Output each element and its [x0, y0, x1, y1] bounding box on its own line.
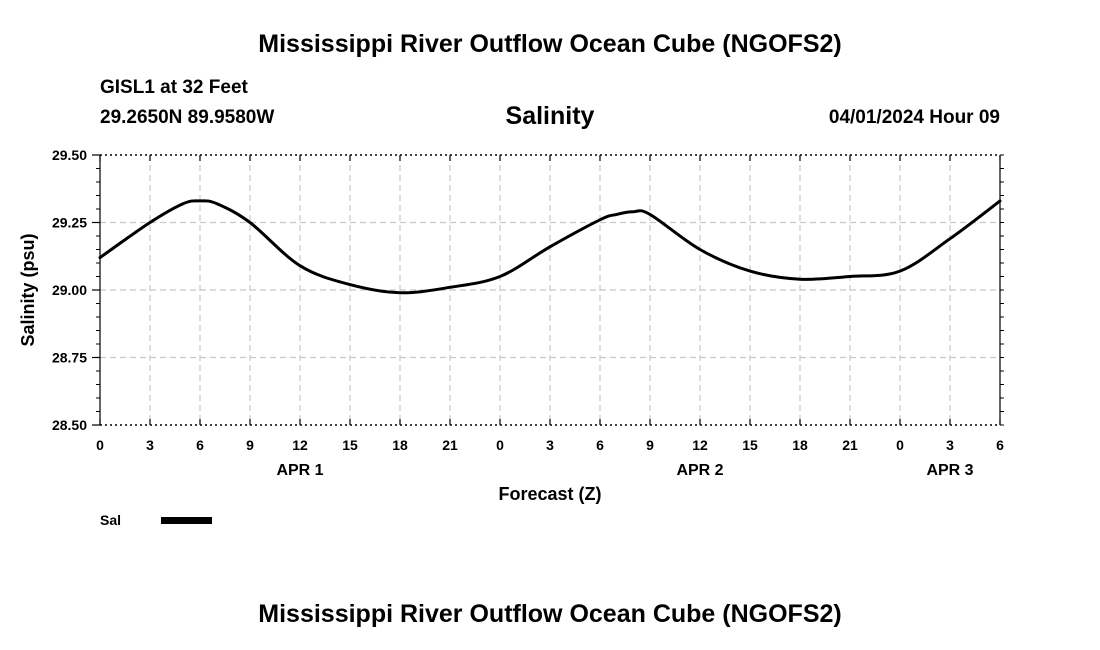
salinity-series-line [98, 199, 1002, 295]
x-tick-label: 21 [842, 437, 858, 453]
x-tick-label: 3 [946, 437, 954, 453]
legend: Sal [100, 512, 212, 528]
y-tick-label: 29.50 [52, 147, 87, 163]
date-label: APR 3 [926, 462, 973, 479]
axis-layer: 0 3 6 9 12 15 18 21 0 3 6 9 12 15 18 21 0 3 6 29.50 29.25 29.… [52, 147, 1004, 479]
x-tick-label: 9 [246, 437, 254, 453]
x-tick-label: 0 [496, 437, 504, 453]
x-tick-label: 18 [792, 437, 808, 453]
x-tick-label: 3 [146, 437, 154, 453]
main-title: Mississippi River Outflow Ocean Cube (NG… [258, 30, 842, 58]
x-tick-label: 6 [996, 437, 1004, 453]
x-tick-label: 15 [742, 437, 758, 453]
x-tick-label: 12 [692, 437, 708, 453]
y-axis-title: Salinity (psu) [18, 233, 38, 346]
x-tick-label: 12 [292, 437, 308, 453]
x-tick-label: 15 [342, 437, 358, 453]
y-tick-label: 28.50 [52, 417, 87, 433]
chart-title: Salinity [506, 102, 595, 130]
x-tick-label: 21 [442, 437, 458, 453]
coordinates-label: 29.2650N 89.9580W [100, 107, 275, 128]
x-tick-label: 0 [896, 437, 904, 453]
x-tick-label: 3 [546, 437, 554, 453]
x-tick-label: 18 [392, 437, 408, 453]
station-label: GISL1 at 32 Feet [100, 77, 248, 98]
datetime-label: 04/01/2024 Hour 09 [828, 107, 1000, 128]
x-tick-label: 6 [596, 437, 604, 453]
y-tick-label: 28.75 [52, 350, 87, 366]
legend-swatch-sal [161, 517, 212, 524]
y-tick-label: 29.00 [52, 282, 87, 298]
date-label: APR 2 [676, 462, 723, 479]
x-axis-title: Forecast (Z) [498, 484, 601, 504]
x-tick-label: 6 [196, 437, 204, 453]
y-tick-label: 29.25 [52, 215, 87, 231]
grid-layer [100, 155, 1000, 425]
x-tick-label: 9 [646, 437, 654, 453]
date-label: APR 1 [276, 462, 323, 479]
footer-title: Mississippi River Outflow Ocean Cube (NG… [258, 600, 842, 628]
legend-label-sal: Sal [100, 512, 121, 528]
x-tick-label: 0 [96, 437, 104, 453]
